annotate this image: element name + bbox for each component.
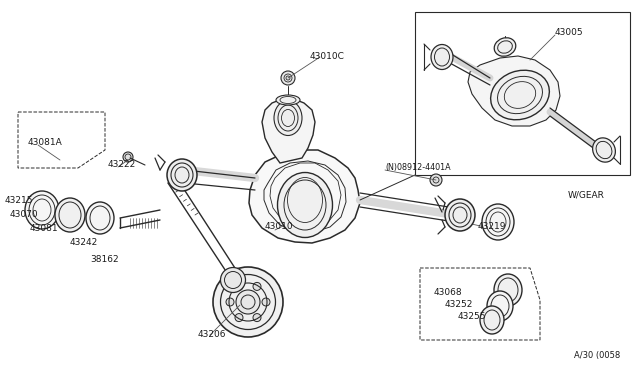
- Text: 43005: 43005: [555, 28, 584, 37]
- Circle shape: [123, 152, 133, 162]
- Circle shape: [235, 314, 243, 321]
- Text: (N)08912-4401A: (N)08912-4401A: [385, 163, 451, 172]
- Text: 43010: 43010: [265, 222, 294, 231]
- Text: 43219: 43219: [478, 222, 506, 231]
- Text: 43081: 43081: [30, 224, 59, 233]
- Ellipse shape: [167, 159, 197, 191]
- Ellipse shape: [431, 45, 453, 70]
- Text: 43222: 43222: [108, 160, 136, 169]
- Ellipse shape: [487, 291, 513, 321]
- Text: 43252: 43252: [445, 300, 474, 309]
- Ellipse shape: [482, 204, 514, 240]
- Ellipse shape: [494, 38, 516, 56]
- Circle shape: [226, 298, 234, 306]
- Circle shape: [253, 314, 261, 321]
- Ellipse shape: [593, 138, 616, 162]
- Text: 43215: 43215: [5, 196, 33, 205]
- Circle shape: [430, 174, 442, 186]
- Polygon shape: [468, 56, 560, 126]
- Circle shape: [262, 298, 270, 306]
- Ellipse shape: [236, 290, 260, 314]
- Ellipse shape: [86, 202, 114, 234]
- Bar: [415, 12, 630, 175]
- Text: 43206: 43206: [198, 330, 227, 339]
- Ellipse shape: [278, 173, 333, 237]
- Ellipse shape: [480, 306, 504, 334]
- Text: 43010C: 43010C: [310, 52, 345, 61]
- Polygon shape: [249, 150, 360, 243]
- Polygon shape: [262, 99, 315, 163]
- Text: 38162: 38162: [90, 255, 118, 264]
- Ellipse shape: [274, 100, 302, 135]
- Ellipse shape: [213, 267, 283, 337]
- Circle shape: [281, 71, 295, 85]
- Ellipse shape: [221, 267, 246, 292]
- Ellipse shape: [25, 191, 59, 229]
- Text: 43070: 43070: [10, 210, 38, 219]
- Ellipse shape: [494, 274, 522, 306]
- Circle shape: [253, 282, 261, 291]
- Text: 43068: 43068: [434, 288, 463, 297]
- Circle shape: [235, 282, 243, 291]
- Ellipse shape: [491, 70, 549, 120]
- Text: 43255: 43255: [458, 312, 486, 321]
- Text: 43242: 43242: [70, 238, 99, 247]
- Text: W/GEAR: W/GEAR: [568, 190, 605, 199]
- Ellipse shape: [445, 199, 475, 231]
- Text: 43081A: 43081A: [28, 138, 63, 147]
- Ellipse shape: [55, 198, 85, 232]
- Ellipse shape: [276, 95, 300, 105]
- Text: A/30 (0058: A/30 (0058: [573, 351, 620, 360]
